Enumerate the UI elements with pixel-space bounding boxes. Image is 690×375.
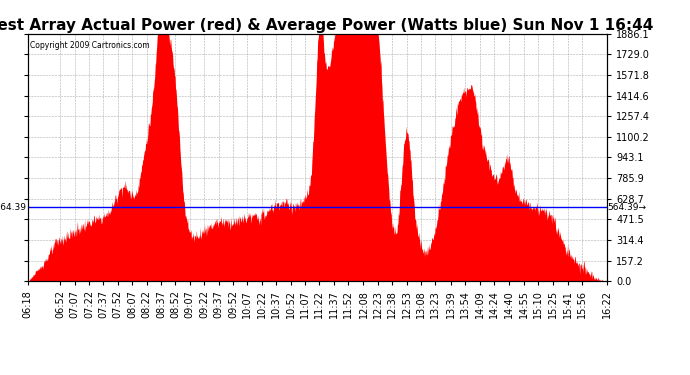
Title: West Array Actual Power (red) & Average Power (Watts blue) Sun Nov 1 16:44: West Array Actual Power (red) & Average … (0, 18, 653, 33)
Text: 564.39→: 564.39→ (608, 203, 647, 212)
Text: Copyright 2009 Cartronics.com: Copyright 2009 Cartronics.com (30, 41, 150, 50)
Text: ←564.39: ←564.39 (0, 203, 27, 212)
